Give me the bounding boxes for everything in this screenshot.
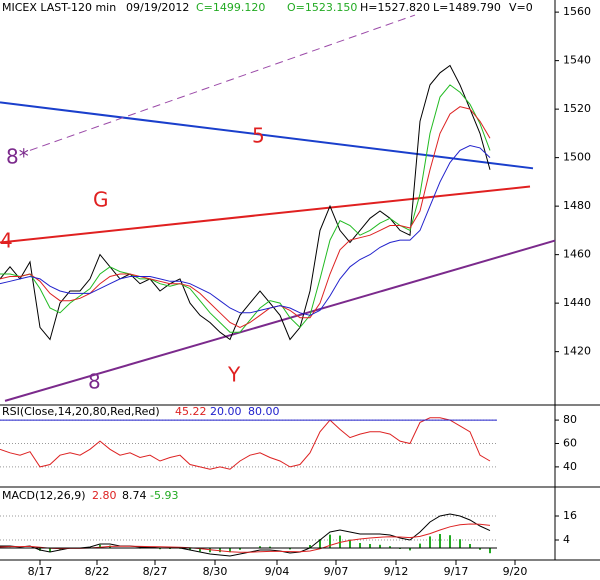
x-tick-label: 9/20 xyxy=(503,565,528,578)
x-tick-label: 9/17 xyxy=(444,565,469,578)
x-tick-label: 8/27 xyxy=(143,565,168,578)
y-tick-label: 60 xyxy=(563,436,577,449)
series-line xyxy=(0,417,491,470)
annotation: 8 xyxy=(88,370,101,394)
y-tick-label: 40 xyxy=(563,460,577,473)
series-line xyxy=(0,106,491,328)
annotation: Y xyxy=(227,363,241,387)
trend-line xyxy=(0,185,531,244)
header-open: O=1523.150 xyxy=(287,1,357,14)
rsi-last: 45.22 xyxy=(175,405,207,418)
macd-title: MACD(12,26,9) xyxy=(2,489,86,502)
x-tick-label: 9/07 xyxy=(324,565,349,578)
header-low: L=1489.790 xyxy=(433,1,501,14)
y-tick-label: 1460 xyxy=(563,248,591,261)
y-tick-label: 1540 xyxy=(563,54,591,67)
header-date: 09/19/2012 xyxy=(126,1,189,14)
y-tick-label: 1500 xyxy=(563,151,591,164)
y-tick-label: 1420 xyxy=(563,345,591,358)
macd-hist: -5.93 xyxy=(150,489,178,502)
macd-value: 8.74 xyxy=(122,489,147,502)
annotation: 8* xyxy=(6,145,29,169)
macd-signal: 2.80 xyxy=(92,489,117,502)
header-close: C=1499.120 xyxy=(196,1,265,14)
trend-line xyxy=(29,14,416,151)
y-tick-label: 1520 xyxy=(563,102,591,115)
header-volume: V=0 xyxy=(509,1,533,14)
x-tick-label: 8/30 xyxy=(203,565,228,578)
rsi-upper: 80.00 xyxy=(248,405,280,418)
y-tick-label: 4 xyxy=(563,533,570,546)
x-tick-label: 9/12 xyxy=(384,565,409,578)
rsi-title: RSI(Close,14,20,80,Red,Red) xyxy=(2,405,160,418)
x-tick-label: 8/17 xyxy=(28,565,53,578)
y-tick-label: 1560 xyxy=(563,5,591,18)
annotation: G xyxy=(93,188,109,212)
header-title: MICEX LAST-120 min xyxy=(2,1,116,14)
series-line xyxy=(0,64,491,341)
series-line xyxy=(0,84,491,333)
y-tick-label: 80 xyxy=(563,413,577,426)
y-tick-label: 1480 xyxy=(563,199,591,212)
series-line xyxy=(0,144,491,316)
annotation: 4 xyxy=(0,229,13,253)
trend-line xyxy=(4,239,556,402)
x-tick-label: 9/04 xyxy=(265,565,290,578)
annotation: 5 xyxy=(252,124,265,148)
trend-line xyxy=(0,101,534,170)
y-tick-label: 16 xyxy=(563,509,577,522)
rsi-lower: 20.00 xyxy=(210,405,242,418)
y-tick-label: 1440 xyxy=(563,296,591,309)
header-high: H=1527.820 xyxy=(360,1,430,14)
x-tick-label: 8/22 xyxy=(85,565,110,578)
